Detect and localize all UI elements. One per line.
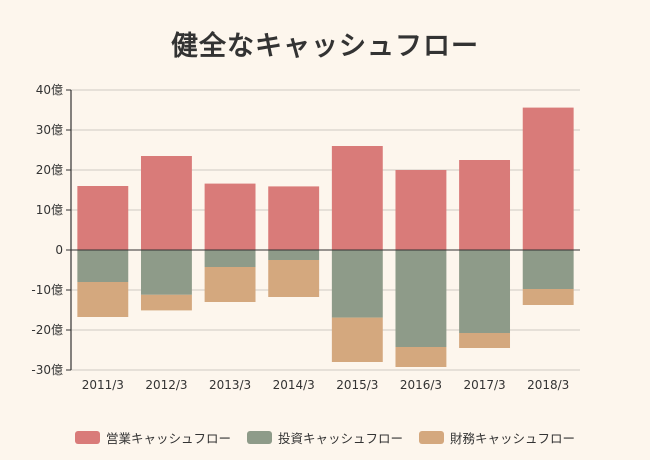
x-tick-label: 2015/3 [336, 378, 378, 392]
y-tick-label: -30億 [31, 363, 63, 377]
y-tick-label: 20億 [36, 163, 63, 177]
x-tick-label: 2016/3 [400, 378, 442, 392]
legend-swatch [419, 431, 444, 444]
bar-operating-2012-3[interactable] [140, 156, 192, 250]
x-axis: 2011/3 2012/3 2013/3 2014/3 2015/3 2016/3 2017… [71, 249, 580, 392]
legend-item-operating[interactable]: 営業キャッシュフロー [74, 428, 231, 447]
bar-financing-2012-3[interactable] [140, 294, 192, 311]
bar-financing-2013-3[interactable] [204, 267, 256, 302]
legend-item-investing[interactable]: 投資キャッシュフロー [246, 428, 403, 447]
x-tick-label: 2013/3 [209, 378, 251, 392]
bars [77, 107, 574, 367]
y-axis: 40億 30億 20億 10億 0 -10億 -20億 -30億 [31, 83, 72, 377]
y-tick-label: 30億 [36, 123, 63, 137]
x-tick-label: 2014/3 [273, 378, 315, 392]
bar-financing-2016-3[interactable] [395, 347, 447, 367]
legend: 営業キャッシュフロー 投資キャッシュフロー 財務キャッシュフロー [0, 428, 650, 447]
y-tick-label: 10億 [36, 203, 63, 217]
bar-investing-2014-3[interactable] [268, 250, 320, 260]
bar-operating-2016-3[interactable] [395, 170, 447, 250]
legend-label: 投資キャッシュフロー [277, 431, 403, 446]
bar-financing-2018-3[interactable] [522, 289, 574, 305]
legend-item-financing[interactable]: 財務キャッシュフロー [419, 428, 575, 447]
y-tick-label: -10億 [31, 283, 63, 297]
x-tick-label: 2011/3 [82, 378, 124, 392]
legend-swatch [74, 431, 100, 444]
legend-label: 営業キャッシュフロー [105, 431, 231, 446]
bar-operating-2015-3[interactable] [331, 146, 383, 250]
bar-investing-2017-3[interactable] [459, 250, 511, 333]
y-tick-label: -20億 [31, 323, 63, 337]
legend-label: 財務キャッシュフロー [450, 431, 576, 446]
bar-investing-2016-3[interactable] [395, 250, 447, 347]
y-tick-label: 0 [55, 243, 63, 257]
bar-operating-2014-3[interactable] [268, 186, 320, 250]
x-tick-label: 2017/3 [463, 378, 505, 392]
bar-investing-2015-3[interactable] [331, 250, 383, 318]
bar-investing-2013-3[interactable] [204, 250, 256, 267]
bar-investing-2012-3[interactable] [140, 250, 192, 295]
y-tick-label: 40億 [36, 83, 63, 97]
bar-operating-2017-3[interactable] [459, 160, 511, 250]
bar-operating-2013-3[interactable] [204, 183, 256, 250]
bar-operating-2011-3[interactable] [77, 186, 129, 250]
bar-financing-2011-3[interactable] [77, 282, 129, 317]
chart-title: 健全なキャッシュフロー [171, 31, 479, 62]
bar-operating-2018-3[interactable] [522, 107, 574, 250]
legend-swatch [246, 431, 272, 444]
bar-investing-2018-3[interactable] [522, 250, 574, 289]
x-tick-label: 2018/3 [527, 378, 569, 392]
bar-financing-2015-3[interactable] [331, 317, 383, 362]
bar-investing-2011-3[interactable] [77, 250, 129, 282]
bar-financing-2017-3[interactable] [459, 333, 511, 348]
bar-financing-2014-3[interactable] [268, 260, 320, 297]
x-tick-label: 2012/3 [145, 378, 187, 392]
